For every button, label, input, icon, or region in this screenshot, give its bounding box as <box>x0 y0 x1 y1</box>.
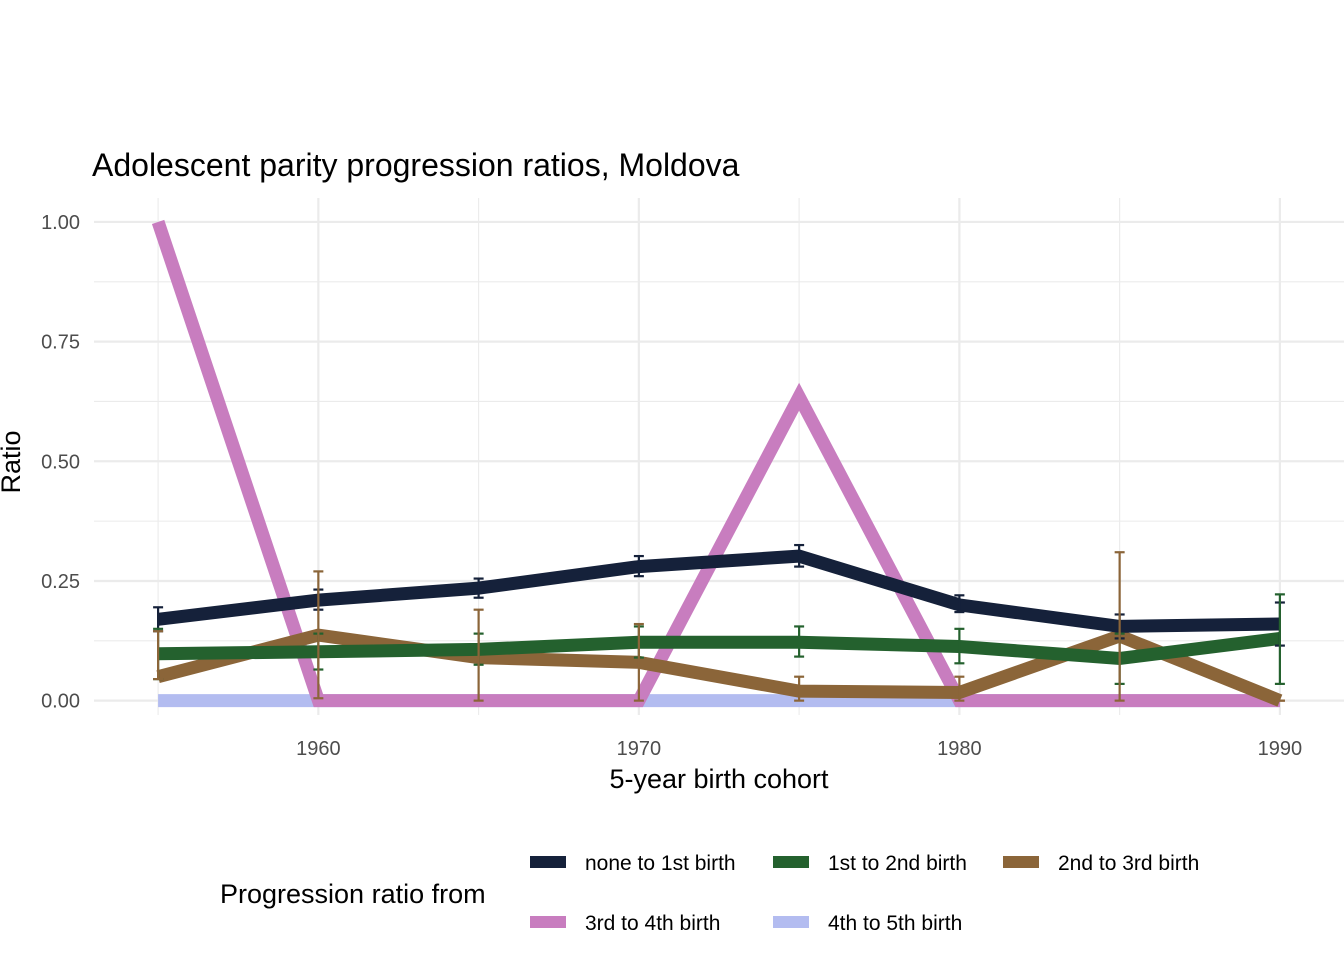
series-line-4 <box>151 219 1280 708</box>
legend-item: none to 1st birth <box>530 852 736 875</box>
legend-item: 4th to 5th birth <box>773 912 962 935</box>
y-tick-label: 0.00 <box>41 691 80 713</box>
legend-item: 3rd to 4th birth <box>530 912 720 935</box>
x-tick-label: 1970 <box>617 738 662 760</box>
error-bar <box>954 594 965 614</box>
y-tick-label: 1.00 <box>41 212 80 234</box>
legend-key <box>1003 856 1039 868</box>
chart-title: Adolescent parity progression ratios, Mo… <box>92 147 740 183</box>
series-line-2 <box>158 631 1281 666</box>
error-bar <box>954 675 965 702</box>
series-line-1 <box>157 549 1280 633</box>
legend-key <box>773 916 809 928</box>
error-bar <box>633 554 644 578</box>
series-lines <box>151 219 1283 708</box>
error-bars <box>153 543 1285 702</box>
error-bar <box>954 627 965 665</box>
error-bar <box>794 625 805 658</box>
error-bar <box>1114 551 1125 702</box>
x-tick-label: 1980 <box>937 738 982 760</box>
x-axis-title: 5-year birth cohort <box>609 764 829 794</box>
error-bar <box>794 675 805 702</box>
legend-key <box>530 856 566 868</box>
legend-items: none to 1st birth 1st to 2nd birth 2nd to … <box>530 852 1199 935</box>
x-tick-label: 1960 <box>296 738 341 760</box>
legend-key <box>773 856 809 868</box>
legend-key <box>530 916 566 928</box>
x-tick-label: 1990 <box>1258 738 1303 760</box>
error-bar <box>1274 593 1285 685</box>
legend-label: 3rd to 4th birth <box>585 912 720 935</box>
x-axis-ticks: 1960 1970 1980 1990 <box>296 738 1302 760</box>
legend: Progression ratio from none to 1st birth… <box>220 852 1199 935</box>
error-bar <box>153 630 164 681</box>
error-bar <box>633 622 644 702</box>
error-bar <box>473 577 484 599</box>
legend-label: 4th to 5th birth <box>828 912 962 935</box>
legend-item: 1st to 2nd birth <box>773 852 967 875</box>
error-bar <box>313 570 324 700</box>
legend-item: 2nd to 3rd birth <box>1003 852 1199 875</box>
y-axis-title: Ratio <box>0 430 26 493</box>
legend-title: Progression ratio from <box>220 879 486 909</box>
legend-label: 1st to 2nd birth <box>828 852 967 875</box>
y-tick-label: 0.50 <box>41 451 80 473</box>
y-tick-label: 0.75 <box>41 332 80 354</box>
y-axis-ticks: 0.00 0.25 0.50 0.75 1.00 <box>41 212 80 713</box>
legend-label: none to 1st birth <box>585 852 736 875</box>
y-tick-label: 0.25 <box>41 571 80 593</box>
error-bar <box>473 608 484 702</box>
error-bar <box>794 543 805 568</box>
legend-label: 2nd to 3rd birth <box>1058 852 1199 875</box>
series-line-3 <box>156 628 1283 707</box>
